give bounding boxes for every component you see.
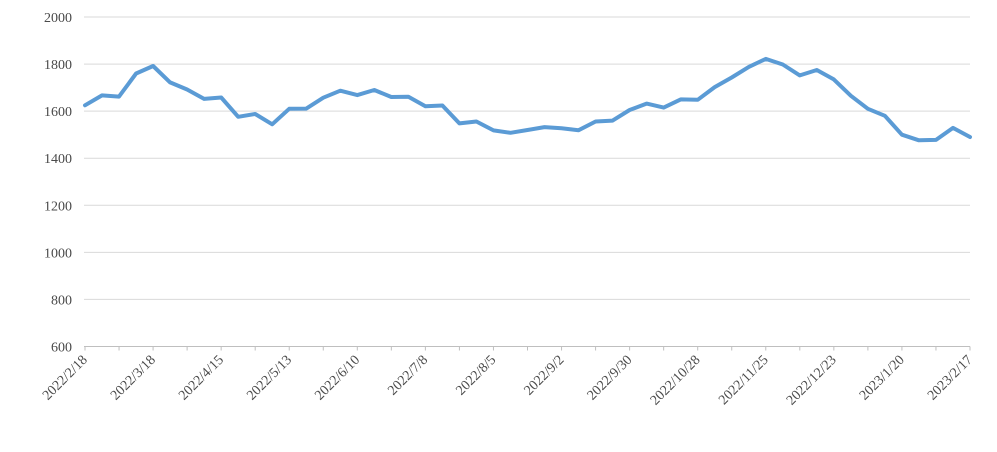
x-axis-tick-label: 2022/9/2 (522, 353, 568, 399)
y-axis-tick-label: 1600 (44, 105, 72, 120)
x-axis-tick-label: 2022/2/18 (40, 353, 91, 404)
y-axis-tick-label: 1000 (44, 246, 72, 261)
y-axis-tick-label: 2000 (44, 11, 72, 26)
y-axis-tick-label: 600 (51, 341, 72, 356)
y-axis-tick-label: 1800 (44, 58, 72, 73)
x-axis-tick-label: 2023/1/20 (857, 353, 908, 404)
x-axis-tick-label: 2022/5/13 (244, 353, 295, 404)
y-axis-tick-label: 800 (51, 293, 72, 308)
x-axis-tick-label: 2022/3/18 (108, 353, 159, 404)
x-axis-tick-label: 2022/11/25 (716, 353, 771, 408)
x-axis-tick-label: 2022/10/28 (648, 353, 704, 409)
x-axis-tick-label: 2022/6/10 (312, 353, 363, 404)
x-axis-tick-label: 2022/4/15 (176, 353, 227, 404)
x-axis-tick-label: 2022/12/23 (784, 353, 840, 409)
x-axis-tick-label: 2022/9/30 (585, 353, 636, 404)
x-axis-tick-label: 2023/2/17 (925, 353, 976, 404)
x-axis-tick-label: 2022/8/5 (453, 353, 499, 399)
x-axis-tick-label: 2022/7/8 (385, 353, 431, 399)
series-line-value (83, 56, 972, 143)
y-axis-tick-label: 1400 (44, 152, 72, 167)
y-axis-tick-label: 1200 (44, 199, 72, 214)
